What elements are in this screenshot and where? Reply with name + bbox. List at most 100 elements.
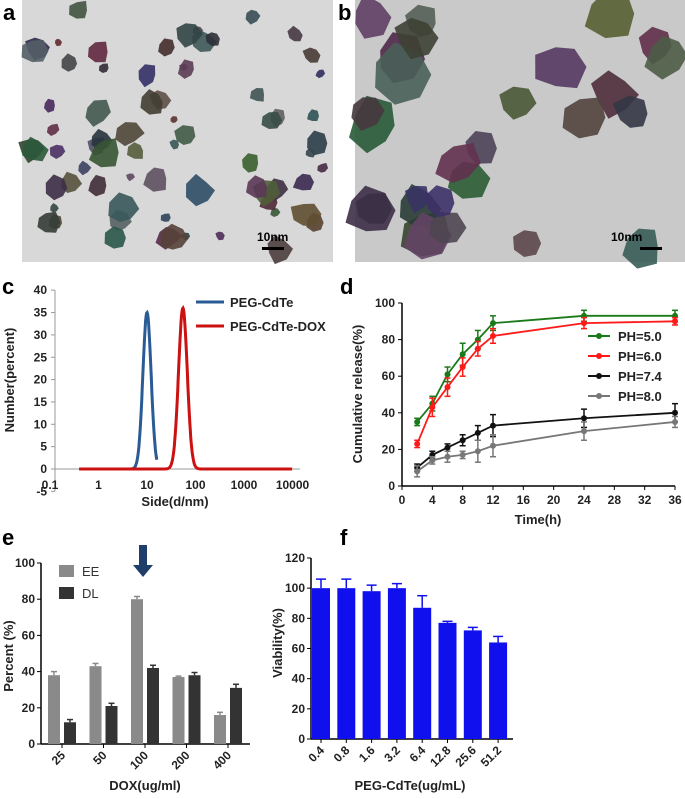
data-point: [414, 440, 421, 447]
x-tick-label: 100: [185, 478, 205, 492]
x-tick-label: 0.8: [331, 743, 353, 765]
nanoparticle: [375, 42, 432, 105]
x-tick-label: 0: [399, 493, 406, 507]
bar-dl: [230, 687, 242, 744]
bar-dl: [64, 722, 76, 744]
y-tick-label: 40: [34, 283, 48, 297]
x-tick-label: 20: [547, 493, 561, 507]
nanoparticle: [205, 32, 220, 46]
nanoparticle: [49, 144, 66, 159]
y-tick-label: 0: [28, 737, 35, 751]
y-tick-label: 120: [285, 551, 305, 565]
y-tick-label: 30: [34, 328, 48, 342]
x-tick-label: 0.1: [42, 478, 59, 492]
bar-ee: [172, 677, 185, 744]
y-tick-label: 40: [382, 406, 396, 420]
bar-viability: [463, 630, 482, 739]
legend-marker: [596, 353, 602, 359]
bar-viability: [413, 607, 432, 739]
x-tick-label: 3.2: [381, 743, 403, 765]
data-point: [474, 345, 481, 352]
data-point: [672, 409, 678, 416]
bar-dl: [105, 705, 118, 744]
x-tick-label: 12.8: [427, 743, 454, 770]
nanoparticle: [242, 153, 259, 173]
nanoparticle: [287, 25, 303, 42]
data-point: [672, 418, 678, 425]
nanoparticle: [169, 139, 179, 150]
nanoparticle: [22, 136, 49, 162]
nanoparticle: [78, 160, 92, 176]
x-axis-label: DOX(ug/ml): [109, 778, 181, 793]
series-line: [416, 421, 676, 473]
y-axis-label: Percent (%): [1, 620, 16, 692]
nanoparticle: [55, 38, 62, 47]
y-axis-label: Viability(%): [270, 608, 285, 678]
data-point: [581, 415, 587, 422]
bar-dl: [188, 675, 201, 744]
nanoparticle: [305, 148, 316, 158]
arrow-icon: [133, 545, 153, 577]
chart-f-viability: 0 20 40 60 80 100 120 0.4 0.8 1.6 3.2 6.412.825.651…: [270, 551, 513, 793]
chart-e-ee-dl: 0 20 40 60 80 100 25 50 100 200 400 DOX(ug/ml) Perce…: [1, 545, 250, 793]
nanoparticle: [435, 143, 481, 183]
data-point: [444, 453, 451, 460]
nanoparticle: [429, 212, 467, 244]
nanoparticle: [160, 213, 171, 222]
nanoparticle: [138, 64, 156, 88]
data-point: [459, 437, 466, 444]
panel-label-a: a: [3, 0, 16, 25]
nanoparticle: [115, 122, 145, 147]
data-point: [581, 428, 587, 435]
nanoparticles-a: [18, 0, 329, 265]
nanoparticle: [143, 167, 167, 192]
nanoparticle: [46, 123, 60, 136]
legend-marker: [596, 393, 602, 399]
data-point: [444, 444, 451, 451]
data-point: [490, 442, 496, 449]
legend-label: DL: [82, 586, 99, 601]
nanoparticle: [50, 203, 59, 213]
x-tick-label: 0.4: [305, 743, 327, 765]
nanoparticle: [160, 223, 189, 250]
nanoparticle: [345, 185, 396, 232]
nanoparticle: [355, 0, 392, 39]
legend-label: PH=8.0: [618, 389, 662, 404]
nanoparticle: [108, 192, 140, 223]
series-line: [416, 411, 676, 469]
nanoparticle: [246, 175, 268, 198]
x-tick-label: 100: [127, 748, 151, 772]
nanoparticles-b: [345, 0, 685, 269]
chart-d-cumulative-release: 0 20 40 60 80 100 0 4 8 12 16 20 24 28 32 36 Time(h) Cumu…: [350, 296, 682, 527]
panel-label-f: f: [340, 525, 348, 550]
x-tick-label: 25: [49, 748, 69, 768]
nanoparticle: [302, 47, 321, 63]
x-axis-label: Side(d/nm): [141, 494, 208, 509]
data-point: [672, 318, 678, 325]
x-tick-label: 1: [95, 478, 102, 492]
panel-label-d: d: [340, 274, 353, 299]
nanoparticle: [170, 116, 178, 123]
y-tick-label: 5: [40, 440, 47, 454]
nanoparticle: [394, 17, 439, 60]
nanoparticle: [290, 203, 322, 227]
legend-label: PH=5.0: [618, 329, 662, 344]
data-point: [414, 418, 421, 425]
y-tick-label: 80: [292, 611, 306, 625]
y-tick-label: 40: [22, 665, 36, 679]
data-point: [444, 384, 451, 391]
x-tick-label: 36: [668, 493, 682, 507]
nanoparticle: [176, 23, 204, 48]
x-tick-label: 32: [638, 493, 652, 507]
nanoparticle: [562, 97, 606, 139]
y-tick-label: -5: [36, 484, 47, 498]
data-point: [474, 448, 481, 455]
nanoparticle: [140, 89, 163, 115]
nanoparticle: [177, 59, 194, 79]
bar-dl: [147, 667, 159, 744]
y-tick-label: 25: [34, 350, 48, 364]
y-tick-label: 20: [292, 702, 306, 716]
bar-viability: [438, 622, 457, 739]
x-tick-label: 16: [517, 493, 531, 507]
nanoparticle: [215, 231, 225, 241]
